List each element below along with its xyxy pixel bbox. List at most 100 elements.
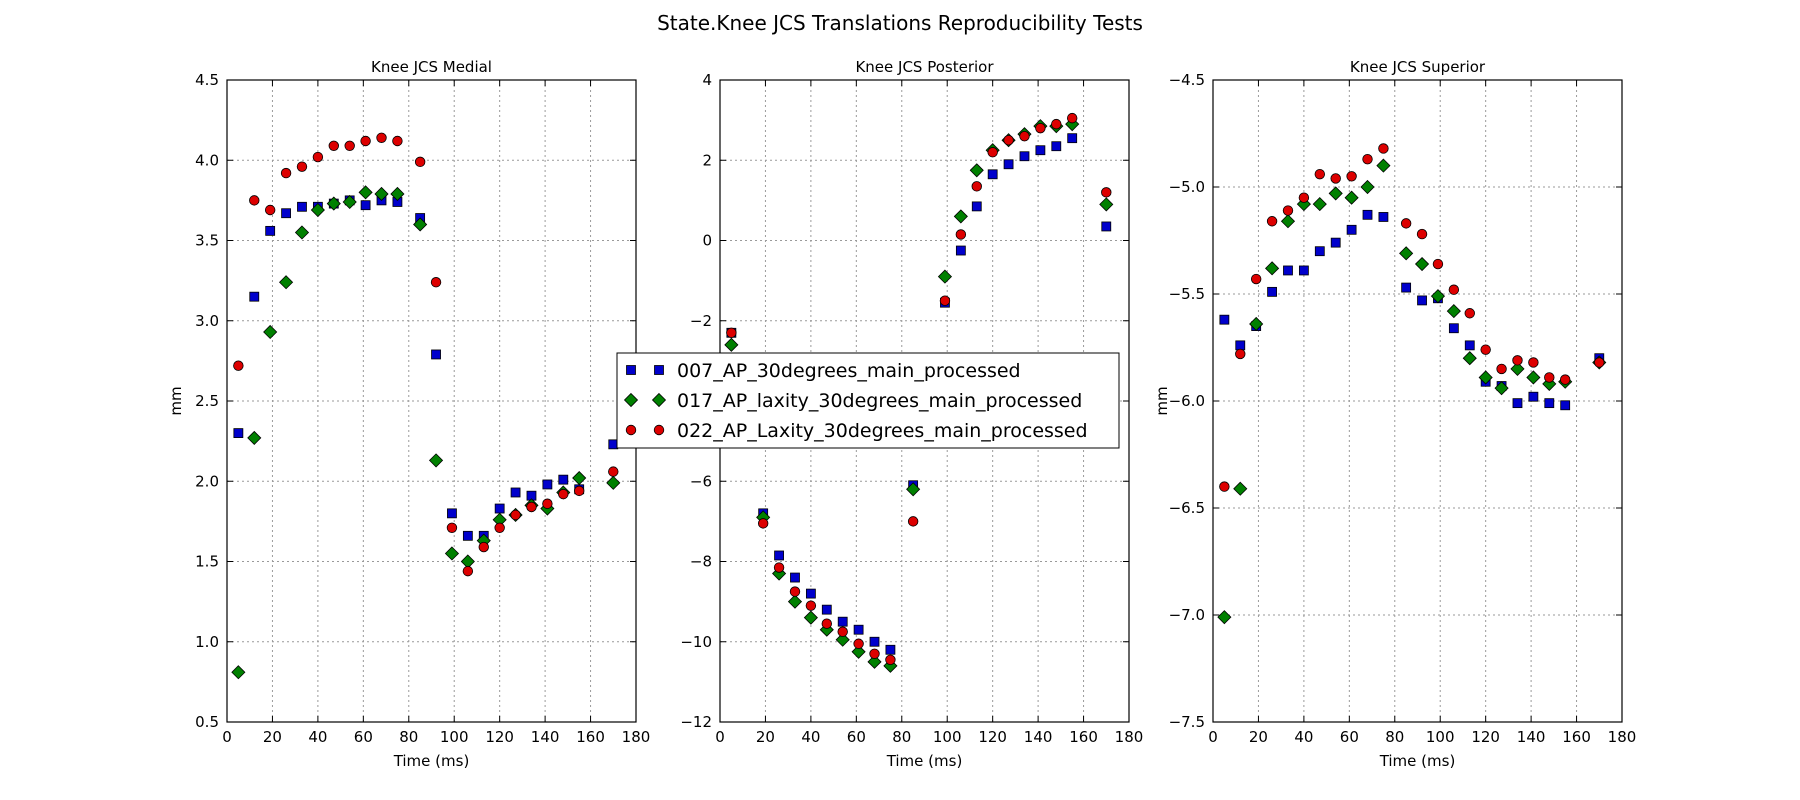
data-point [1512, 398, 1523, 409]
data-point [805, 588, 816, 599]
x-tick-label: 80 [399, 728, 418, 746]
data-point [265, 225, 276, 236]
data-point [1462, 351, 1477, 366]
data-point [1330, 173, 1341, 184]
figure-title: State.Knee JCS Translations Reproducibil… [657, 11, 1143, 35]
data-point [837, 616, 848, 627]
data-point [430, 277, 442, 288]
y-tick-label: 4 [702, 71, 712, 89]
x-tick-label: 60 [847, 728, 866, 746]
data-point [542, 498, 553, 509]
y-tick-label: −7.5 [1169, 713, 1205, 731]
data-point [837, 626, 848, 637]
y-tick-label: −6.0 [1169, 392, 1205, 410]
x-tick-label: 160 [576, 728, 605, 746]
data-point [953, 209, 968, 224]
data-point [1401, 282, 1412, 293]
data-point [835, 632, 850, 647]
x-tick-label: 20 [756, 728, 775, 746]
data-point [955, 245, 966, 256]
plot-frame [1212, 79, 1623, 723]
data-point [1512, 355, 1523, 366]
x-tick-label: 0 [715, 728, 725, 746]
y-tick-label: −4.5 [1169, 71, 1205, 89]
data-point [447, 508, 457, 519]
data-point [360, 135, 371, 147]
x-tick-label: 80 [1385, 728, 1404, 746]
y-tick-label: 2.0 [195, 472, 219, 490]
data-point [885, 654, 896, 666]
data-point [1314, 168, 1325, 180]
data-point [869, 636, 880, 647]
data-point [1035, 145, 1046, 156]
data-point [787, 594, 803, 609]
subplot-title: Knee JCS Superior [1350, 58, 1486, 76]
x-tick-label: 60 [1340, 728, 1359, 746]
x-tick-label: 180 [622, 728, 651, 746]
data-point [1217, 610, 1232, 625]
x-tick-label: 20 [1249, 728, 1268, 746]
data-point [328, 140, 339, 152]
legend-label: 007_AP_30degrees_main_processed [677, 360, 1021, 382]
x-tick-label: 120 [1471, 728, 1500, 746]
data-point [1267, 286, 1277, 297]
data-point [867, 654, 882, 669]
data-point [987, 169, 998, 180]
data-point [233, 428, 244, 439]
data-point [1346, 171, 1357, 182]
data-point [1330, 237, 1341, 248]
data-point [1250, 273, 1262, 285]
data-point [907, 516, 919, 527]
data-point [296, 161, 308, 172]
y-tick-label: 2.5 [195, 392, 219, 410]
data-point [360, 200, 371, 211]
data-point [885, 644, 896, 655]
data-point [1235, 340, 1246, 351]
data-point [297, 201, 307, 212]
data-point [773, 562, 785, 573]
data-point [1328, 186, 1343, 201]
y-tick-label: −10 [680, 633, 712, 651]
x-tick-label: 100 [1426, 728, 1455, 746]
y-tick-label: −5.5 [1169, 285, 1205, 303]
x-tick-label: 160 [1562, 728, 1591, 746]
data-point [1560, 400, 1571, 411]
data-point [263, 324, 278, 340]
y-tick-label: −12 [680, 713, 712, 731]
data-point [1399, 246, 1414, 261]
data-point [1282, 205, 1294, 216]
data-point [851, 644, 866, 659]
y-tick-label: −2 [690, 312, 712, 330]
data-point [757, 518, 769, 529]
legend-entry: 022_AP_Laxity_30degrees_main_processed [625, 420, 1088, 442]
data-point [1283, 265, 1293, 276]
legend-label: 022_AP_Laxity_30degrees_main_processed [677, 420, 1088, 442]
data-point [573, 485, 585, 497]
y-tick-label: 4.0 [195, 151, 219, 169]
y-tick-label: 3.0 [195, 312, 219, 330]
data-point [264, 204, 276, 216]
data-point [1019, 151, 1030, 162]
x-tick-label: 100 [933, 728, 962, 746]
data-point [1432, 258, 1444, 270]
legend-marker [651, 392, 667, 408]
data-point [608, 466, 619, 477]
data-point [280, 167, 292, 179]
data-point [1233, 481, 1248, 496]
data-point [1528, 391, 1539, 402]
data-point [726, 327, 737, 338]
data-point [1448, 284, 1460, 295]
data-point [247, 430, 262, 445]
data-point [1051, 141, 1062, 152]
data-point [558, 474, 569, 485]
data-point [1526, 370, 1541, 385]
subplot-title: Knee JCS Medial [371, 58, 492, 76]
data-point [431, 349, 441, 360]
data-point [326, 196, 341, 211]
legend-marker [653, 424, 665, 436]
data-point [1051, 118, 1062, 130]
data-point [1362, 153, 1373, 165]
data-point [1265, 261, 1280, 276]
subplot-title: Knee JCS Posterior [855, 58, 994, 76]
data-point [1280, 214, 1296, 229]
